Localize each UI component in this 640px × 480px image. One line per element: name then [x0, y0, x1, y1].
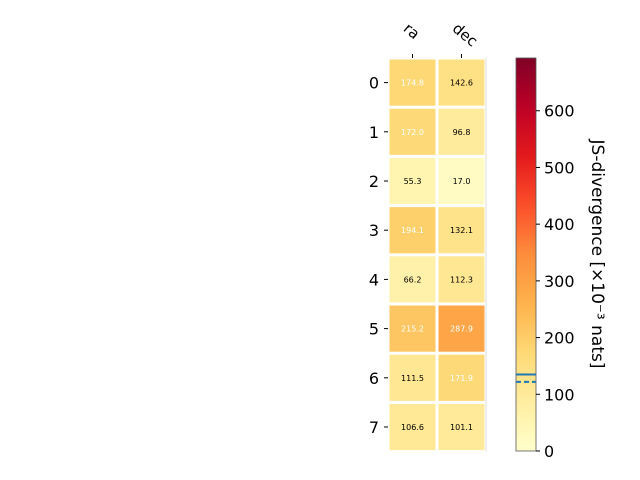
- cell-value-label: 174.8: [401, 79, 424, 88]
- heatmap-cell: [438, 403, 485, 451]
- heatmap-cell: [438, 157, 485, 205]
- column-labels: ra dec: [400, 19, 481, 58]
- cell-value-label: 142.6: [450, 79, 473, 88]
- cell-value-label: 132.1: [450, 226, 473, 235]
- row-label: 2: [369, 172, 379, 191]
- colorbar-tick-label: 400: [544, 215, 575, 234]
- heatmap-cell: [389, 157, 436, 205]
- heatmap-cell: [438, 305, 485, 352]
- cell-value-label: 112.3: [450, 275, 473, 284]
- cell-value-label: 215.2: [401, 325, 424, 334]
- row-label: 4: [369, 270, 379, 289]
- heatmap-cell: [389, 108, 436, 155]
- cell-value-label: 101.1: [450, 423, 473, 432]
- colorbar: 0 100 200 300 400 500 600: [515, 57, 575, 461]
- colorbar-tick-label: 0: [544, 442, 554, 461]
- row-label: 1: [369, 123, 379, 142]
- cell-value-label: 287.9: [450, 325, 473, 334]
- heatmap-cell: [389, 305, 436, 352]
- cell-value-label: 55.3: [404, 177, 422, 186]
- row-label: 7: [369, 418, 379, 437]
- cell-value-label: 106.6: [401, 423, 424, 432]
- heatmap-cell: [438, 256, 485, 303]
- cell-labels: 174.8 142.6 172.0 96.8 55.3 17.0 194.1 132.1 66.…: [401, 79, 473, 432]
- colorbar-tick-label: 200: [544, 329, 575, 348]
- heatmap-cell: [438, 108, 485, 155]
- colorbar-gradient: [515, 57, 537, 452]
- row-label: 0: [369, 74, 379, 93]
- colorbar-tick-label: 600: [544, 102, 575, 121]
- row-labels: 0 1 2 3 4 5 6 7: [369, 74, 388, 437]
- heatmap-cell: [438, 354, 485, 401]
- heatmap-cells: [389, 58, 487, 452]
- cell-value-label: 111.5: [401, 374, 424, 383]
- cell-value-label: 66.2: [404, 275, 422, 284]
- colorbar-tick-label: 100: [544, 385, 575, 404]
- row-label: 5: [369, 320, 379, 339]
- colorbar-label: JS-divergence [×10⁻³ nats]: [587, 139, 607, 369]
- column-label: dec: [449, 19, 481, 50]
- cell-value-label: 171.9: [450, 374, 473, 383]
- heatmap-cell: [438, 59, 485, 106]
- heatmap-cell: [438, 207, 485, 254]
- row-label: 3: [369, 221, 379, 240]
- heatmap-cell: [389, 207, 436, 254]
- heatmap-cell: [389, 256, 436, 303]
- cell-value-label: 17.0: [453, 177, 471, 186]
- colorbar-tick-label: 500: [544, 158, 575, 177]
- cell-value-label: 172.0: [401, 128, 424, 137]
- colorbar-tick-label: 300: [544, 272, 575, 291]
- heatmap-cell: [389, 354, 436, 401]
- heatmap-cell: [389, 403, 436, 451]
- cell-value-label: 96.8: [453, 128, 471, 137]
- row-label: 6: [369, 369, 379, 388]
- cell-value-label: 194.1: [401, 226, 424, 235]
- column-label: ra: [400, 19, 423, 43]
- heatmap-cell: [389, 59, 436, 106]
